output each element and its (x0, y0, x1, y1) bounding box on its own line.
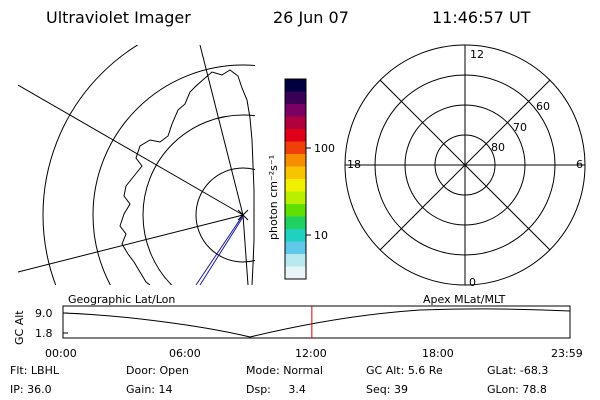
colorbar-unit-label: photon cm⁻²s⁻¹ (267, 155, 280, 240)
glon-value: 78.8 (522, 383, 547, 396)
mode-value: Normal (283, 364, 323, 377)
colorbar-tick-100: 100 (314, 142, 335, 155)
altitude-xtick-0600: 06:00 (169, 347, 201, 360)
ip-value: 36.0 (27, 383, 52, 396)
altitude-curve (62, 308, 571, 338)
coastline (119, 69, 255, 285)
status-gcalt: GC Alt: 5.6 Re (366, 364, 443, 377)
mlat-label-60: 60 (536, 100, 550, 113)
status-gain: Gain: 14 (126, 383, 173, 396)
colorbar-band (285, 204, 306, 217)
polar-plot (344, 44, 586, 286)
colorbar-frame (284, 78, 307, 280)
dsp-value: 3.4 (288, 383, 306, 396)
glat-value: -68.3 (519, 364, 549, 377)
altitude-plot-frame (62, 305, 571, 339)
mlt-label-6: 6 (576, 158, 583, 171)
colorbar-band (285, 116, 306, 130)
colorbar-band (285, 191, 306, 205)
colorbar-band (285, 154, 306, 167)
mlt-label-18: 18 (347, 158, 361, 171)
altitude-xtick-1200: 12:00 (295, 347, 327, 360)
colorbar-band (285, 266, 306, 280)
geo-meridian (18, 84, 244, 216)
colorbar-band (285, 179, 306, 192)
geo-lat-circle (42, 45, 139, 285)
ip-label: IP: (10, 383, 24, 396)
subsatellite-track (195, 214, 244, 286)
geo-meridian (199, 45, 244, 216)
mlat-label-70: 70 (513, 121, 527, 134)
colorbar (285, 79, 306, 280)
altitude-ytick-label-1.8: 1.8 (35, 327, 53, 340)
filter-label: Flt: (10, 364, 28, 377)
status-seq: Seq: 39 (366, 383, 408, 396)
geo-lat-circle (92, 64, 255, 285)
colorbar-band (285, 166, 306, 180)
status-glon: GLon: 78.8 (487, 383, 547, 396)
altitude-plot (62, 305, 571, 339)
altitude-xtick-1800: 18:00 (422, 347, 454, 360)
altitude-xtick-0000: 00:00 (45, 347, 77, 360)
colorbar-band (285, 216, 306, 230)
mlat-label-80: 80 (491, 141, 505, 154)
status-door: Door: Open (126, 364, 189, 377)
gcalt-value: 5.6 Re (407, 364, 443, 377)
geo-map-label: Geographic Lat/Lon (68, 293, 175, 306)
mode-label: Mode: (246, 364, 280, 377)
colorbar-band (285, 104, 306, 117)
gcalt-label: GC Alt: (366, 364, 405, 377)
altitude-xtick-2359: 23:59 (551, 347, 583, 360)
geo-map-panel (18, 45, 255, 286)
colorbar-tick-10: 10 (314, 229, 328, 242)
colorbar-band (285, 79, 306, 92)
status-glat: GLat: -68.3 (487, 364, 548, 377)
subsatellite-track (199, 216, 244, 286)
geo-lat-circle (142, 114, 255, 285)
geo-meridian (242, 214, 249, 285)
altitude-ylabel: GC Alt (13, 310, 26, 345)
door-value: Open (159, 364, 189, 377)
polar-spoke (379, 79, 551, 251)
colorbar-band (285, 141, 306, 155)
mlt-label-12: 12 (470, 48, 484, 61)
seq-value: 39 (393, 383, 408, 396)
gain-value: 14 (158, 383, 173, 396)
time-label: 11:46:57 UT (432, 8, 531, 27)
glon-label: GLon: (487, 383, 519, 396)
gain-label: Gain: (126, 383, 155, 396)
dsp-label: Dsp: (246, 383, 271, 396)
colorbar-band (285, 229, 306, 242)
glat-label: GLat: (487, 364, 517, 377)
status-filter: Flt: LBHL (10, 364, 59, 377)
door-label: Door: (126, 364, 156, 377)
geo-lat-circle (195, 167, 255, 263)
mlt-label-0: 0 (469, 276, 476, 289)
status-ip: IP: 36.0 (10, 383, 52, 396)
instrument-title: Ultraviolet Imager (46, 8, 191, 27)
date-label: 26 Jun 07 (273, 8, 349, 27)
colorbar-band (285, 129, 306, 142)
colorbar-band (285, 91, 306, 105)
status-dsp: Dsp: 3.4 (246, 383, 306, 396)
colorbar-band (285, 254, 306, 267)
filter-value: LBHL (30, 364, 59, 377)
geo-meridian (18, 214, 244, 273)
pole-marker (237, 209, 249, 221)
colorbar-band (285, 241, 306, 255)
altitude-ytick-label-9: 9.0 (35, 307, 53, 320)
status-mode: Mode: Normal (246, 364, 323, 377)
seq-label: Seq: (366, 383, 391, 396)
polar-plot-label: Apex MLat/MLT (423, 293, 506, 306)
